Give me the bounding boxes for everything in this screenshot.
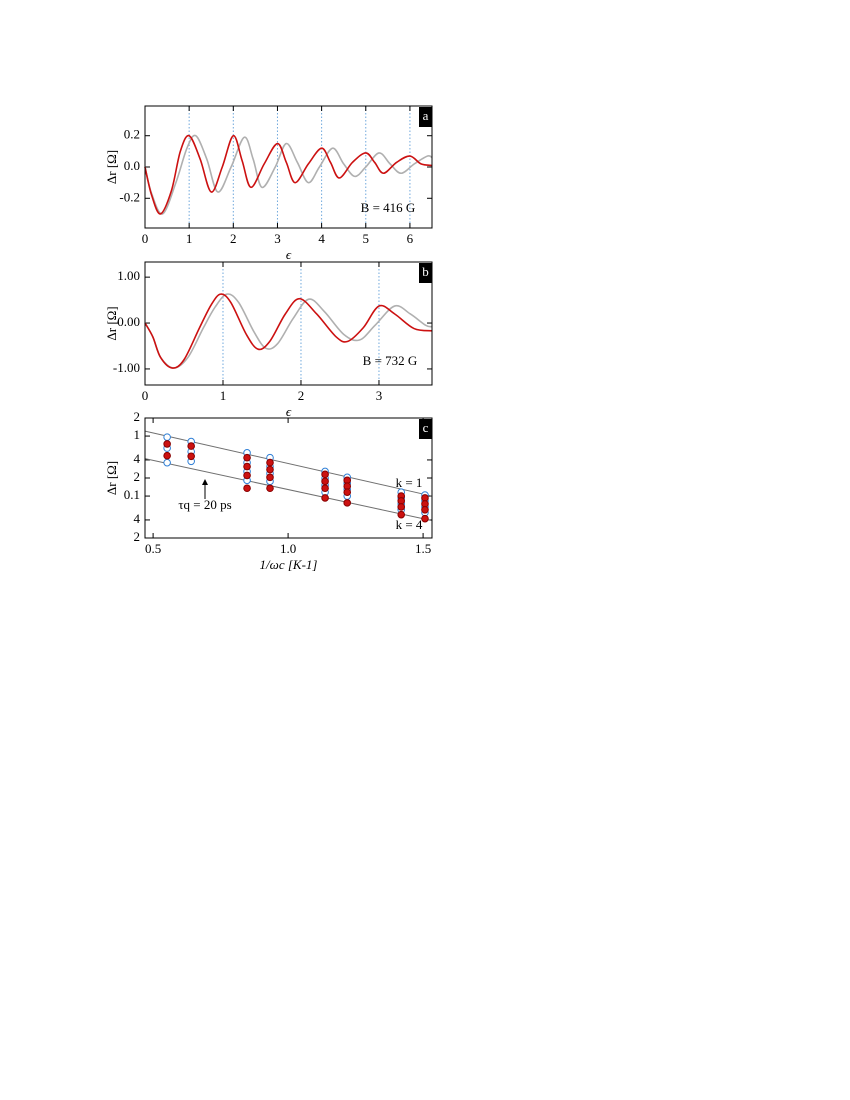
data-point	[343, 499, 352, 507]
data-point	[343, 488, 352, 496]
y-tick-label: 2	[134, 469, 141, 484]
annotation: k = 4	[396, 517, 423, 532]
y-tick-label: 4	[134, 451, 141, 466]
panel-label: b	[422, 264, 429, 279]
x-axis-label: 1/ωc [K-1]	[260, 557, 318, 572]
data-point	[397, 510, 406, 519]
y-tick-label: 2	[134, 409, 141, 424]
data-line	[144, 134, 433, 215]
x-tick-label: 5	[363, 231, 370, 246]
data-point	[187, 452, 195, 461]
x-tick-label: 0	[142, 388, 149, 403]
x-tick-label: 3	[274, 231, 281, 246]
x-tick-label: 3	[376, 388, 383, 403]
data-point	[321, 494, 329, 502]
x-tick-label: 1.0	[280, 541, 296, 556]
annotation: τq = 20 ps	[178, 497, 231, 512]
y-tick-label: 4	[134, 511, 141, 526]
y-tick-label: 2	[134, 529, 141, 544]
x-axis-label: ϵ	[286, 404, 292, 419]
y-tick-label: 1.00	[117, 268, 140, 283]
x-tick-label: 1	[186, 231, 193, 246]
panel-label-box	[419, 419, 432, 439]
plot-frame	[144, 417, 433, 539]
panel-label-box	[419, 263, 432, 283]
data-line	[144, 293, 433, 369]
x-tick-label: 1.5	[415, 541, 431, 556]
x-tick-label: 0.5	[145, 541, 161, 556]
annotation: B = 416 G	[361, 200, 416, 215]
data-point	[243, 462, 251, 471]
data-point	[421, 514, 429, 523]
annotation-arrowhead	[202, 479, 208, 485]
data-point	[266, 473, 274, 482]
data-line	[144, 293, 433, 369]
annotation: k = 1	[396, 475, 423, 490]
data-line	[144, 134, 433, 215]
y-tick-label: 0.1	[124, 487, 140, 502]
y-tick-label: 0.2	[124, 127, 140, 142]
y-axis-label: Δr [Ω]	[104, 306, 119, 340]
data-line	[144, 430, 433, 497]
data-point	[266, 484, 274, 493]
x-tick-label: 0	[142, 231, 149, 246]
data-point	[163, 440, 171, 448]
data-point	[321, 477, 329, 486]
plot-frame	[144, 105, 433, 229]
x-axis-label: ϵ	[286, 247, 292, 262]
data-point	[243, 484, 251, 493]
x-tick-label: 2	[298, 388, 305, 403]
x-tick-label: 1	[220, 388, 227, 403]
plot-frame	[144, 261, 433, 386]
data-point	[397, 503, 406, 511]
y-tick-label: 1	[134, 427, 141, 442]
x-tick-label: 4	[318, 231, 325, 246]
data-point	[187, 442, 195, 450]
data-line	[144, 458, 433, 522]
y-tick-label: 0.00	[117, 314, 140, 329]
y-tick-label: 0.0	[124, 158, 140, 173]
y-tick-label: -1.00	[113, 360, 140, 375]
data-point	[266, 465, 274, 474]
data-point	[266, 458, 274, 467]
data-point	[421, 506, 429, 514]
x-tick-label: 2	[230, 231, 237, 246]
annotation: B = 732 G	[363, 353, 418, 368]
data-point	[163, 458, 171, 467]
y-axis-label: Δr [Ω]	[104, 150, 119, 184]
y-tick-label: -0.2	[119, 189, 140, 204]
data-point	[321, 470, 329, 479]
panel-label-box	[419, 107, 432, 127]
data-point	[243, 453, 251, 462]
data-point	[243, 471, 251, 480]
data-point	[163, 451, 171, 460]
data-point	[321, 484, 329, 493]
panel-label: c	[423, 420, 429, 435]
x-tick-label: 6	[407, 231, 414, 246]
data-point	[163, 433, 171, 441]
panel-label: a	[423, 108, 429, 123]
y-axis-label: Δr [Ω]	[104, 461, 119, 495]
